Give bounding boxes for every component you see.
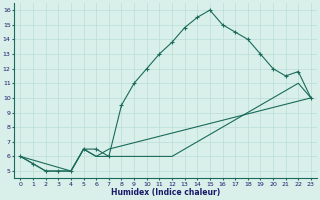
X-axis label: Humidex (Indice chaleur): Humidex (Indice chaleur) bbox=[111, 188, 220, 197]
